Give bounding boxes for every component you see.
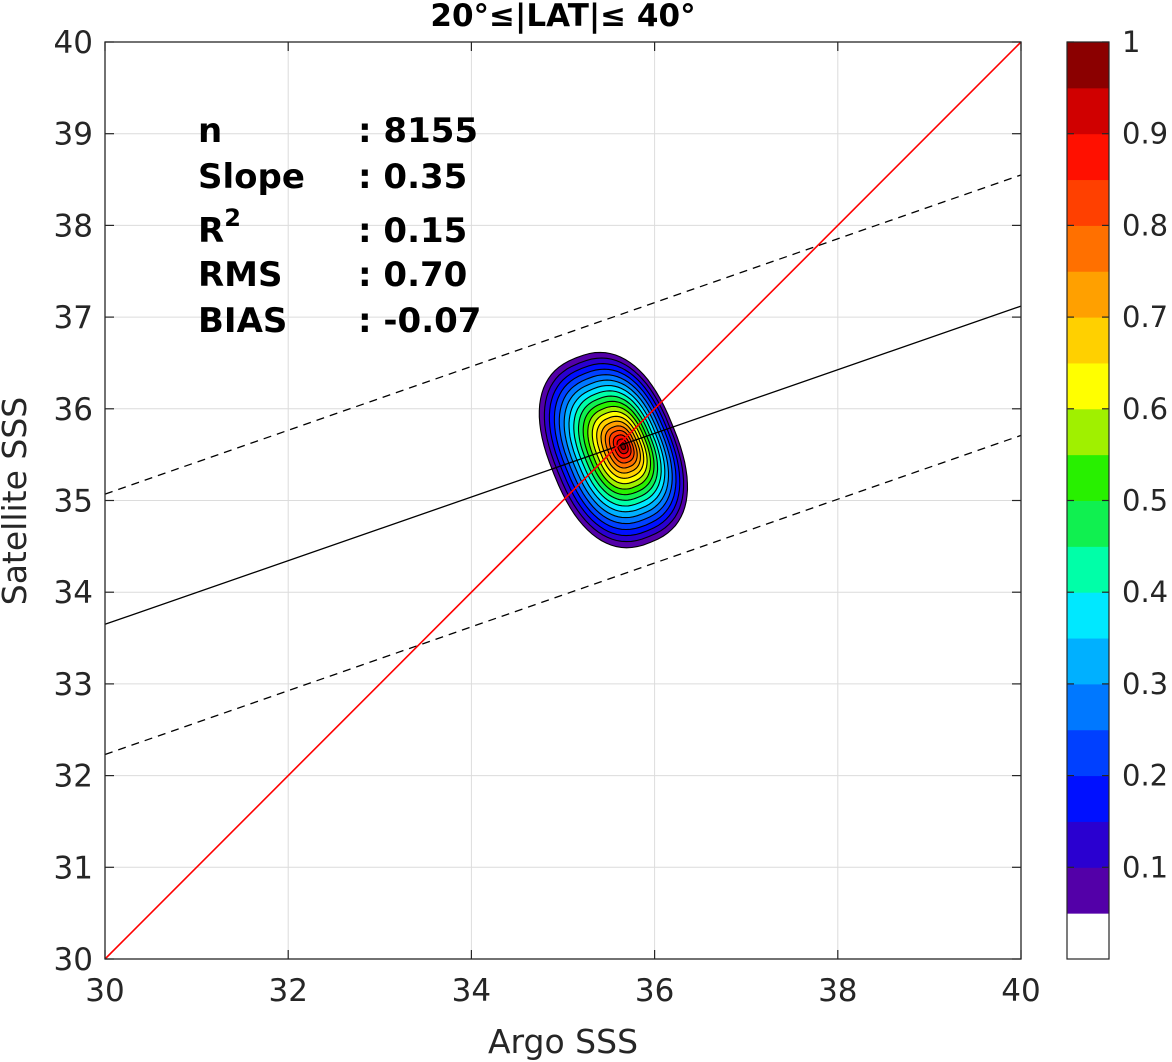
stat-label: RMS [198,255,283,295]
colorbar-tick-label: 0.6 [1122,392,1168,426]
x-tick-label: 40 [1001,973,1040,1009]
upper-bound-line [104,174,1022,495]
y-axis-label: Satellite SSS [0,397,34,606]
one-to-one-line [104,41,1022,960]
stat-value: : 0.70 [358,255,467,295]
x-tick-label: 30 [85,973,124,1009]
stat-value: : 0.15 [358,211,467,251]
colorbar-tick-label: 0.2 [1122,759,1168,793]
colorbar-segment [1067,454,1109,501]
colorbar-segment [1067,133,1109,181]
chart-title: 20°≤|LAT|≤ 40° [430,0,695,34]
colorbar-tick-label: 0.4 [1122,575,1168,609]
lower-bound-line [104,434,1022,756]
colorbar-segment [1067,42,1109,89]
colorbar-segment [1067,500,1109,547]
colorbar-tick-label: 0.8 [1122,208,1168,242]
colorbar-segment [1067,775,1109,822]
stat-superscript: 2 [224,204,241,232]
y-tick-label: 33 [54,667,93,703]
colorbar-segment [1067,87,1109,135]
colorbar-segment [1067,729,1109,777]
stat-label: n [198,111,222,151]
colorbar-segment [1067,225,1109,272]
colorbar-tick-label: 1 [1122,25,1140,59]
x-tick-label: 38 [818,973,857,1009]
stat-value: : 8155 [358,111,478,151]
y-tick-label: 32 [54,759,93,795]
axis-ticks: 30 32 34 36 38 40 30 31 32 33 34 35 36 37 38 39 40 [54,25,1041,1009]
x-tick-label: 32 [268,973,307,1009]
colorbar-segment [1067,179,1109,226]
y-tick-label: 36 [54,392,93,428]
colorbar-tick-label: 0.9 [1122,117,1168,151]
y-tick-label: 38 [54,208,93,244]
x-tick-label: 34 [452,973,491,1009]
colorbar-segment [1067,271,1109,318]
y-tick-label: 34 [54,575,93,611]
colorbar-segment [1067,913,1109,960]
colorbar-segment [1067,867,1109,914]
colorbar-segment [1067,821,1109,868]
y-tick-label: 37 [54,300,93,336]
statistics-box: n : 8155 Slope : 0.35 R2 : 0.15 RMS : 0.70 BIAS:… [198,111,481,341]
regression-line [104,305,1022,625]
stat-label: Slope [198,157,305,197]
stat-label: BIAS [198,301,287,341]
density-contours [538,351,689,549]
y-tick-label: 30 [54,942,93,978]
colorbar-segment [1067,546,1109,593]
x-axis-label: Argo SSS [488,1022,638,1061]
colorbar-segment [1067,317,1109,364]
colorbar-tick-label: 0.3 [1122,667,1168,701]
colorbar-tick-label: 0.7 [1122,300,1168,334]
colorbar-segment [1067,592,1109,639]
y-tick-label: 35 [54,484,93,520]
colorbar-segment [1067,638,1109,685]
colorbar: 0.1 0.2 0.3 0.4 0.5 0.6 0.7 0.8 0.9 1 [1066,25,1168,960]
y-tick-label: 31 [54,850,93,886]
stat-value: : 0.35 [358,157,467,197]
colorbar-segment [1067,408,1109,456]
colorbar-segment [1067,362,1109,410]
y-tick-label: 40 [54,25,93,61]
stat-label: R2 [198,204,241,251]
colorbar-tick-label: 0.1 [1122,850,1168,884]
stat-value: : -0.07 [358,301,481,341]
colorbar-segment [1067,683,1109,731]
colorbar-tick-label: 0.5 [1122,484,1168,518]
x-tick-label: 36 [635,973,674,1009]
reference-lines [104,41,1022,960]
y-tick-label: 39 [54,117,93,153]
